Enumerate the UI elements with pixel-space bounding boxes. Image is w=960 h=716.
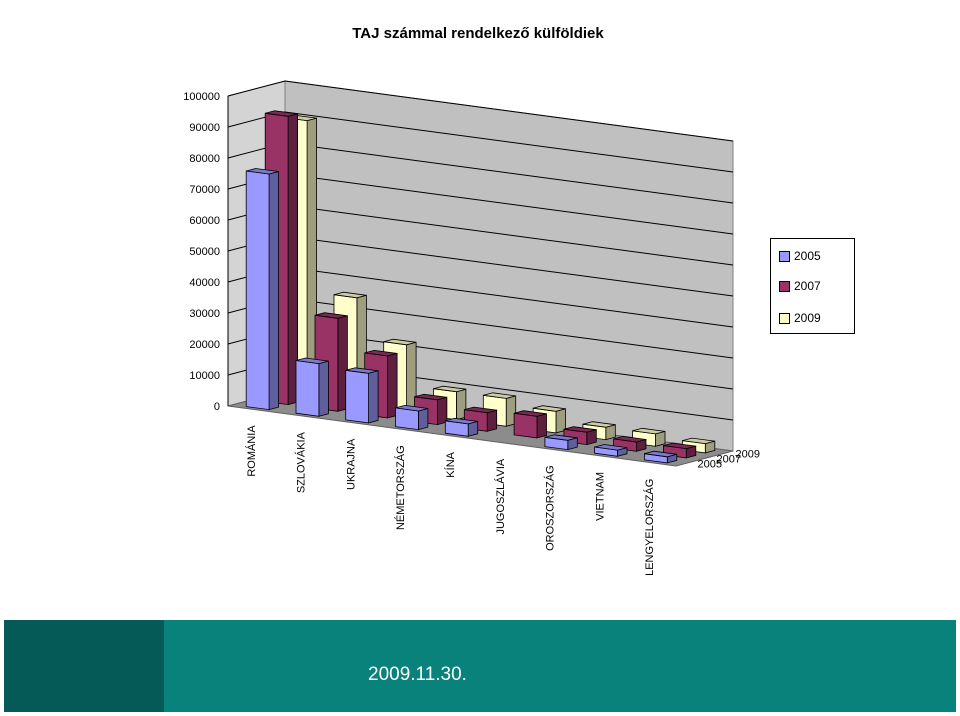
- x-tick-label: VIETNAM: [594, 472, 606, 521]
- bar-top: [333, 291, 367, 299]
- bar-2007-6: [563, 426, 597, 446]
- y-tick-label: 80000: [189, 153, 220, 165]
- bar-top: [563, 426, 597, 433]
- x-tick-label: KÍNA: [444, 451, 457, 477]
- bar-top: [295, 357, 329, 365]
- bar-side: [417, 407, 429, 431]
- y-tick-label: 30000: [189, 308, 220, 320]
- bar-2005-7: [594, 444, 628, 457]
- y-tick-label: 40000: [189, 277, 220, 289]
- x-tick-label: UKRAJNA: [345, 438, 357, 490]
- y-tick-label: 100000: [183, 91, 220, 103]
- bar-top: [414, 393, 448, 401]
- bar-2007-5: [513, 410, 547, 439]
- chart-title: TAJ számmal rendelkező külföldiek: [352, 25, 604, 42]
- x-tick-label: LENGYELORSZÁG: [643, 479, 656, 576]
- bar-top: [582, 421, 616, 428]
- legend: 2005 2007 2009: [770, 238, 855, 334]
- gridline: [227, 80, 734, 142]
- bar-top: [445, 417, 478, 425]
- y-tick-label: 20000: [189, 339, 220, 351]
- bar-top: [513, 410, 547, 417]
- legend-item-2009: 2009: [779, 309, 821, 327]
- footer-band: [164, 620, 956, 712]
- bar-2007-3: [414, 393, 448, 426]
- footer-date: 2009.11.30.: [368, 664, 467, 685]
- x-tick-label: OROSZORSZÁG: [544, 465, 557, 551]
- x-tick-label: SZLOVÁKIA: [295, 431, 308, 493]
- bar-2005-2: [345, 367, 379, 424]
- chart: 0 10000 20000 30000 40000 50000 60000 70000 8000…: [183, 25, 760, 576]
- legend-swatch: [779, 280, 790, 292]
- y-tick-label: 60000: [189, 215, 220, 227]
- bar-front: [513, 412, 538, 439]
- bar-top: [682, 437, 715, 445]
- y-tick-label: 10000: [189, 370, 220, 382]
- bar-side: [536, 413, 547, 439]
- bar-front: [345, 369, 370, 424]
- legend-label: 2005: [794, 249, 821, 263]
- bar-top: [265, 110, 298, 117]
- legend-swatch: [779, 250, 790, 262]
- y-tick-label: 70000: [189, 184, 220, 196]
- bar-top: [314, 312, 348, 319]
- bar-top: [594, 444, 628, 451]
- bar-2005-6: [544, 434, 578, 451]
- bar-top: [345, 367, 379, 374]
- bar-top: [395, 404, 429, 412]
- bar-top: [433, 385, 467, 393]
- bar-top: [532, 405, 566, 412]
- bar-top: [383, 338, 417, 346]
- y-tick-label: 0: [214, 401, 220, 413]
- legend-item-2007: 2007: [779, 277, 821, 295]
- bar-front: [245, 170, 270, 411]
- bar-side: [486, 409, 498, 432]
- bar-2005-0: [245, 168, 280, 411]
- bar-2005-1: [295, 357, 329, 417]
- bar-side: [268, 170, 280, 411]
- bar-2005-8: [644, 450, 678, 464]
- bar-front: [395, 407, 419, 431]
- bar-top: [644, 450, 677, 458]
- bar-top: [613, 435, 647, 443]
- bar-top: [483, 392, 516, 399]
- bar-top: [246, 168, 279, 175]
- bar-top: [632, 427, 666, 435]
- bar-top: [364, 349, 398, 357]
- x-tick-label: NÉMETORSZÁG: [394, 445, 407, 530]
- x-tick-label: ROMÁNIA: [245, 425, 258, 477]
- bar-side: [368, 370, 379, 424]
- depth-label: 2005: [698, 459, 722, 471]
- bar-2005-4: [444, 417, 479, 437]
- footer-accent-block: [4, 620, 164, 712]
- bar-top: [464, 406, 497, 414]
- bar-side: [318, 360, 329, 417]
- bar-2005-3: [395, 404, 429, 431]
- depth-label: 2007: [717, 454, 741, 466]
- legend-label: 2007: [794, 279, 821, 293]
- bar-top: [544, 434, 578, 441]
- y-tick-label: 90000: [189, 122, 220, 134]
- legend-swatch: [779, 312, 790, 324]
- bar-front: [295, 360, 320, 417]
- depth-label: 2009: [736, 449, 760, 461]
- x-tick-label: JUGOSZLÁVIA: [494, 458, 507, 534]
- legend-label: 2009: [794, 311, 821, 325]
- y-tick-label: 50000: [189, 246, 220, 258]
- legend-item-2005: 2005: [779, 247, 821, 265]
- bar-top: [663, 442, 696, 450]
